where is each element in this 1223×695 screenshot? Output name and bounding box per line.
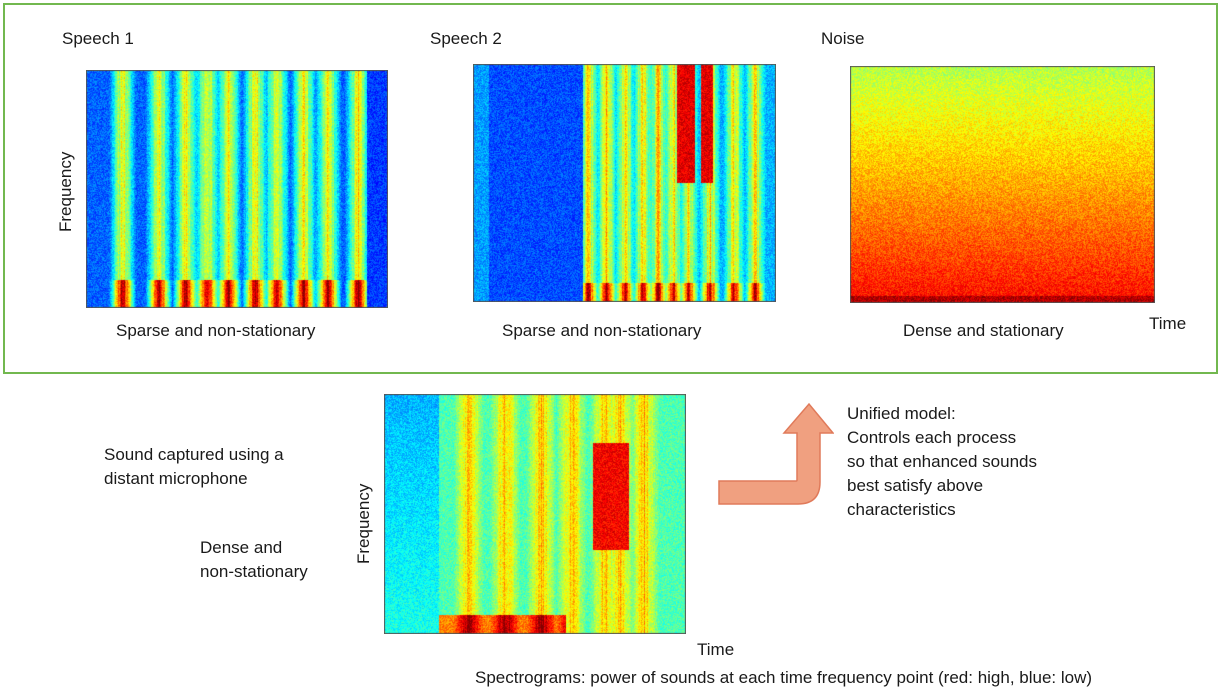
top-time-label: Time [1149, 314, 1187, 333]
noise-title: Noise [821, 29, 865, 48]
speech1-title: Speech 1 [62, 29, 134, 48]
speech2-caption: Sparse and non-stationary [502, 321, 702, 340]
speech1-frequency-label: Frequency [56, 151, 75, 232]
observed-description: Sound captured using a distant microphon… [104, 445, 284, 488]
footnote: Spectrograms: power of sounds at each ti… [475, 668, 1093, 687]
speech2-spectrogram [473, 64, 776, 302]
speech2-title: Speech 2 [430, 29, 502, 48]
observed-time-label: Time [697, 640, 735, 659]
observed-characteristic: Dense and non-stationary [200, 538, 308, 581]
observed-spectrogram [384, 394, 686, 634]
noise-caption: Dense and stationary [903, 321, 1064, 340]
curved-arrow-icon [716, 400, 834, 510]
noise-spectrogram [850, 66, 1155, 303]
speech1-spectrogram [86, 70, 388, 308]
top-panel [3, 3, 1218, 374]
unified-model-text: Unified model: Controls each process so … [847, 404, 1037, 519]
speech1-caption: Sparse and non-stationary [116, 321, 316, 340]
observed-frequency-label: Frequency [354, 483, 373, 564]
